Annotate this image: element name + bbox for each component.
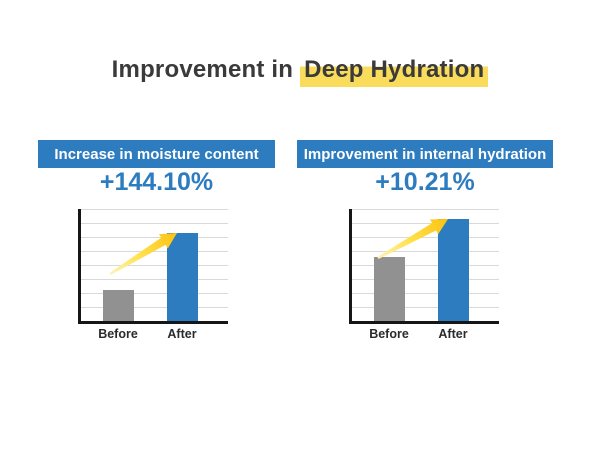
right-bar-before — [374, 257, 405, 321]
left-bar-chart — [78, 209, 228, 324]
right-bar-chart — [349, 209, 499, 324]
right-bar-after — [438, 219, 469, 321]
left-bar-before — [103, 289, 134, 321]
left-chart-header: Increase in moisture content — [38, 140, 275, 168]
right-chart-annotation: +10.21% — [375, 168, 475, 196]
right-x-label-before: Before — [369, 327, 409, 341]
page-title-prefix: Improvement in — [111, 56, 294, 83]
page-title: Improvement in Deep Hydration — [0, 56, 600, 87]
left-chart-annotation: +144.10% — [99, 168, 214, 196]
left-x-label-before: Before — [98, 327, 138, 341]
right-x-label-after: After — [438, 327, 468, 341]
right-chart-header: Improvement in internal hydration — [297, 140, 553, 168]
left-x-label-after: After — [167, 327, 197, 341]
left-bar-after — [167, 232, 198, 321]
page-title-highlight: Deep Hydration — [300, 56, 489, 87]
